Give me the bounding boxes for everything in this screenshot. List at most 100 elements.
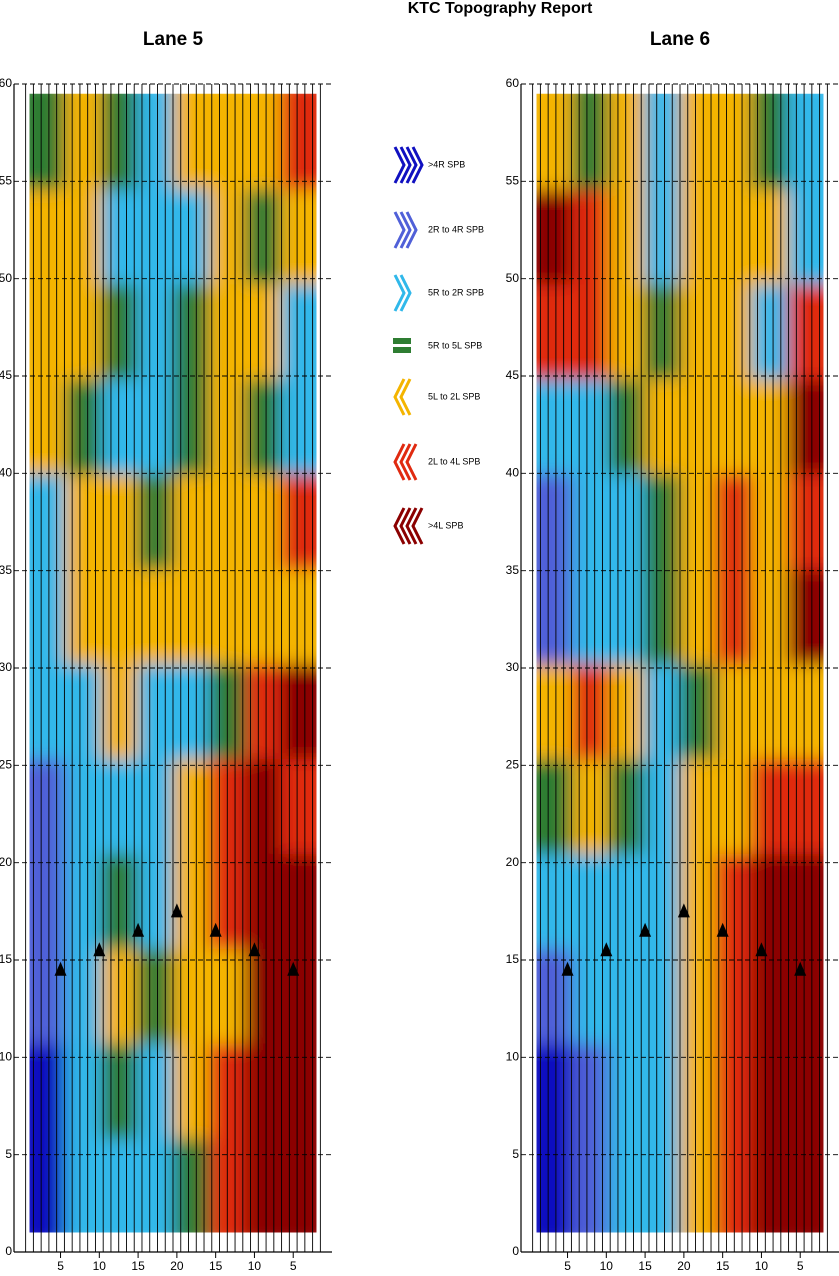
y-tick-label: 0 xyxy=(512,1244,519,1258)
heatmap-cell xyxy=(101,947,139,1044)
x-tick-label: 5 xyxy=(57,1259,64,1273)
legend-icon xyxy=(393,338,411,344)
legend-label: 5R to 5L SPB xyxy=(428,340,482,350)
heatmap-cell xyxy=(536,663,574,760)
heatmap-cell xyxy=(572,93,610,190)
legend-item xyxy=(393,146,424,184)
heatmap-cell xyxy=(280,1137,317,1233)
heatmap-cell xyxy=(644,947,681,1044)
heatmap-cell xyxy=(280,188,317,285)
marker xyxy=(132,922,145,937)
heatmap-cell xyxy=(137,1042,174,1139)
heatmap-cell xyxy=(608,1137,646,1233)
legend-item xyxy=(393,211,418,249)
heatmap-cell xyxy=(280,947,317,1044)
y-tick-label: 35 xyxy=(506,563,520,577)
heatmap-cell xyxy=(644,188,681,285)
heatmap-cell xyxy=(787,758,824,854)
legend-icon xyxy=(393,211,406,249)
heatmap-cell xyxy=(787,473,824,570)
y-tick-label: 60 xyxy=(506,76,520,90)
heatmap-cell xyxy=(572,378,610,475)
heatmap-cell xyxy=(644,378,681,475)
marker xyxy=(54,961,67,976)
heatmap-cell xyxy=(29,93,67,190)
heatmap-cell xyxy=(536,283,574,380)
heatmap-cell xyxy=(65,473,103,570)
heatmap-cell xyxy=(644,93,681,190)
y-tick-label: 30 xyxy=(506,660,520,674)
heatmap-cell xyxy=(65,663,103,760)
legend-icon xyxy=(393,443,406,481)
heatmap-cell xyxy=(280,93,317,190)
legend-icon xyxy=(405,146,418,184)
heatmap-cell xyxy=(29,188,67,285)
heatmap xyxy=(536,93,824,1233)
x-tick-label: 10 xyxy=(755,1259,769,1273)
legend-icon xyxy=(405,211,418,249)
heatmap-cell xyxy=(644,283,681,380)
marker xyxy=(639,922,652,937)
legend-icon xyxy=(393,378,406,416)
x-tick-label: 10 xyxy=(93,1259,107,1273)
heatmap-cell xyxy=(101,378,139,475)
heatmap-cell xyxy=(101,1042,139,1139)
heatmap-cell xyxy=(101,473,139,570)
heatmap-cell xyxy=(572,1042,610,1139)
y-tick-label: 5 xyxy=(512,1147,519,1161)
heatmap-cell xyxy=(65,947,103,1044)
y-tick-label: 10 xyxy=(0,1050,12,1064)
heatmap-cell xyxy=(101,568,139,665)
heatmap-cell xyxy=(787,568,824,665)
heatmap-cell xyxy=(608,663,646,760)
x-tick-label: 5 xyxy=(290,1259,297,1273)
heatmap-cell xyxy=(572,1137,610,1233)
heatmap-cell xyxy=(101,852,139,949)
heatmap-cells xyxy=(29,93,317,1233)
y-tick-label: 60 xyxy=(0,76,12,90)
heatmap-cell xyxy=(608,188,646,285)
heatmap-cell xyxy=(608,378,646,475)
heatmap-cell xyxy=(536,473,574,570)
legend-item xyxy=(393,274,412,312)
legend-label: 2R to 4R SPB xyxy=(428,224,484,234)
y-tick-label: 45 xyxy=(0,368,12,382)
x-tick-label: 10 xyxy=(600,1259,614,1273)
marker xyxy=(248,942,261,957)
y-tick-label: 20 xyxy=(506,855,520,869)
heatmap-cell xyxy=(29,283,67,380)
heatmap-cell xyxy=(536,1042,574,1139)
y-tick-label: 40 xyxy=(506,466,520,480)
heatmap-cell xyxy=(137,283,174,380)
heatmap-cell xyxy=(101,283,139,380)
y-tick-label: 10 xyxy=(506,1050,520,1064)
heatmap-cell xyxy=(29,1042,67,1139)
x-tick-label: 5 xyxy=(564,1259,571,1273)
heatmap-cell xyxy=(572,947,610,1044)
legend-icon xyxy=(405,507,418,545)
legend-icon xyxy=(399,146,412,184)
heatmap-cell xyxy=(644,568,681,665)
heatmap-cell xyxy=(137,378,174,475)
heatmap-cell xyxy=(137,93,174,190)
heatmap-cell xyxy=(572,473,610,570)
heatmap-cell xyxy=(65,283,103,380)
heatmap-cell xyxy=(787,188,824,285)
heatmap-cell xyxy=(572,283,610,380)
heatmap-cell xyxy=(137,1137,174,1233)
heatmap-cells xyxy=(536,93,824,1233)
heatmap-cell xyxy=(280,663,317,760)
heatmap-cell xyxy=(29,568,67,665)
heatmap-cell xyxy=(572,663,610,760)
legend-icon xyxy=(399,443,412,481)
heatmap-cell xyxy=(787,663,824,760)
heatmap-cell xyxy=(787,378,824,475)
heatmap-cell xyxy=(137,947,174,1044)
heatmap-cell xyxy=(101,758,139,854)
heatmap-cell xyxy=(137,758,174,854)
y-tick-label: 45 xyxy=(506,368,520,382)
heatmap-cell xyxy=(644,1042,681,1139)
marker xyxy=(600,942,613,957)
y-tick-label: 25 xyxy=(506,758,520,772)
heatmap-cell xyxy=(65,758,103,854)
